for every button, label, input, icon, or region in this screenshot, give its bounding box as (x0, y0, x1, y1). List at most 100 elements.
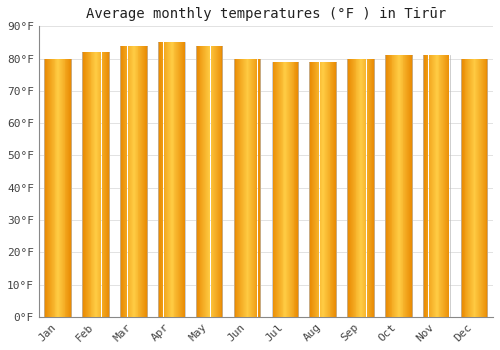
Bar (385, 55, 386, 317)
Bar (48, 58, 49, 317)
Bar (85, 52, 86, 317)
Bar (436, 55, 438, 317)
Bar (166, 42, 167, 317)
Bar (333, 62, 334, 317)
Bar (216, 46, 217, 317)
Bar (484, 58, 486, 317)
Bar (51, 58, 52, 317)
Bar (70, 58, 71, 317)
Bar (369, 58, 370, 317)
Bar (392, 55, 394, 317)
Bar (312, 62, 313, 317)
Bar (96, 52, 97, 317)
Bar (387, 55, 388, 317)
Bar (325, 62, 326, 317)
Bar (86, 52, 87, 317)
Bar (359, 58, 360, 317)
Bar (260, 58, 261, 317)
Bar (130, 46, 131, 317)
Bar (400, 55, 402, 317)
Bar (140, 46, 141, 317)
Bar (276, 62, 277, 317)
Bar (181, 42, 182, 317)
Bar (197, 46, 198, 317)
Bar (82, 52, 83, 317)
Bar (461, 58, 462, 317)
Bar (161, 42, 162, 317)
Bar (330, 62, 332, 317)
Bar (370, 58, 371, 317)
Bar (327, 62, 328, 317)
Bar (52, 58, 54, 317)
Bar (290, 62, 291, 317)
Bar (208, 46, 210, 317)
Bar (168, 42, 169, 317)
Bar (431, 55, 432, 317)
Bar (123, 46, 124, 317)
Bar (426, 55, 428, 317)
Bar (480, 58, 481, 317)
Bar (220, 46, 222, 317)
Bar (160, 42, 161, 317)
Bar (217, 46, 218, 317)
Bar (363, 58, 364, 317)
Bar (94, 52, 95, 317)
Bar (435, 55, 436, 317)
Bar (135, 46, 136, 317)
Bar (102, 52, 104, 317)
Bar (409, 55, 410, 317)
Bar (386, 55, 387, 317)
Bar (121, 46, 122, 317)
Bar (138, 46, 140, 317)
Bar (84, 52, 85, 317)
Bar (425, 55, 426, 317)
Bar (252, 58, 253, 317)
Bar (314, 62, 315, 317)
Bar (214, 46, 215, 317)
Bar (468, 58, 469, 317)
Bar (288, 62, 289, 317)
Bar (354, 58, 356, 317)
Bar (200, 46, 202, 317)
Bar (125, 46, 126, 317)
Bar (434, 55, 435, 317)
Bar (470, 58, 471, 317)
Bar (66, 58, 68, 317)
Bar (388, 55, 389, 317)
Bar (322, 62, 323, 317)
Bar (146, 46, 148, 317)
Bar (397, 55, 398, 317)
Bar (279, 62, 280, 317)
Bar (120, 46, 121, 317)
Bar (98, 52, 99, 317)
Bar (366, 58, 368, 317)
Bar (236, 58, 238, 317)
Bar (313, 62, 314, 317)
Bar (167, 42, 168, 317)
Bar (204, 46, 205, 317)
Bar (71, 58, 72, 317)
Bar (466, 58, 467, 317)
Bar (143, 46, 144, 317)
Bar (136, 46, 138, 317)
Bar (323, 62, 324, 317)
Bar (289, 62, 290, 317)
Bar (242, 58, 243, 317)
Bar (443, 55, 444, 317)
Bar (250, 58, 251, 317)
Bar (256, 58, 258, 317)
Bar (100, 52, 102, 317)
Bar (280, 62, 281, 317)
Bar (310, 62, 312, 317)
Title: Average monthly temperatures (°F ) in Tirūr: Average monthly temperatures (°F ) in Ti… (86, 7, 446, 21)
Bar (176, 42, 177, 317)
Bar (106, 52, 107, 317)
Bar (474, 58, 476, 317)
Bar (390, 55, 392, 317)
Bar (144, 46, 145, 317)
Bar (371, 58, 372, 317)
Bar (46, 58, 47, 317)
Bar (478, 58, 479, 317)
Bar (180, 42, 181, 317)
Bar (69, 58, 70, 317)
